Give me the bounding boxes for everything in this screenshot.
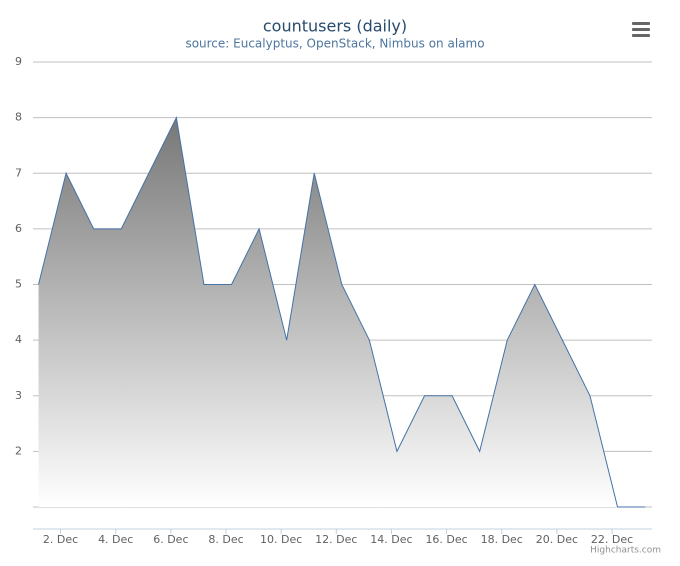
x-tick-label: 18. Dec — [481, 533, 523, 546]
x-tick-label: 2. Dec — [43, 533, 78, 546]
menu-bar — [632, 28, 650, 31]
y-tick-label: 4 — [15, 333, 22, 346]
x-tick-label: 8. Dec — [208, 533, 243, 546]
x-tick-label: 14. Dec — [370, 533, 412, 546]
x-tick-label: 22. Dec — [591, 533, 633, 546]
x-tick-label: 4. Dec — [98, 533, 133, 546]
y-tick-label: 6 — [15, 222, 22, 235]
menu-button[interactable] — [632, 22, 650, 37]
y-tick-label: 3 — [15, 389, 22, 402]
x-tick-label: 10. Dec — [260, 533, 302, 546]
chart-subtitle: source: Eucalyptus, OpenStack, Nimbus on… — [185, 37, 484, 51]
y-tick-label: 2 — [15, 444, 22, 457]
x-tick-label: 12. Dec — [315, 533, 357, 546]
y-tick-label: 9 — [15, 55, 22, 68]
menu-bar — [632, 34, 650, 37]
x-tick-label: 20. Dec — [536, 533, 578, 546]
credits[interactable]: Highcharts.com — [590, 546, 661, 556]
area-fill — [38, 117, 646, 507]
menu-bar — [632, 22, 650, 25]
x-tick-label: 16. Dec — [425, 533, 467, 546]
y-tick-label: 5 — [15, 278, 22, 291]
y-tick-label: 8 — [15, 111, 22, 124]
chart-title: countusers (daily) — [263, 17, 407, 36]
y-tick-label: 7 — [15, 166, 22, 179]
area-line — [38, 116, 646, 508]
x-tick-label: 6. Dec — [153, 533, 188, 546]
